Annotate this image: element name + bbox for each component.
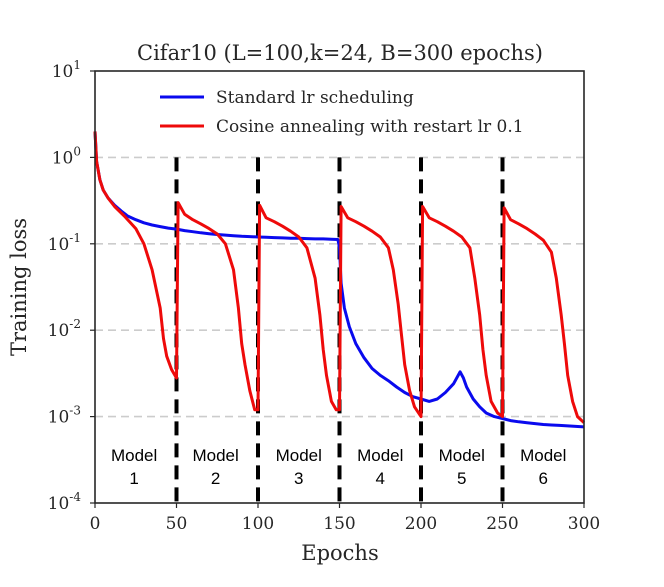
model-label-number: 4: [376, 469, 385, 488]
y-tick-label: 10-2: [48, 317, 81, 341]
y-tick-label: 100: [52, 144, 81, 168]
x-tick-label: 300: [568, 514, 600, 534]
model-label-name: Model: [111, 446, 157, 465]
model-label-number: 5: [457, 469, 466, 488]
y-axis-label: Training loss: [7, 218, 31, 356]
model-label-number: 3: [294, 469, 303, 488]
model-label-name: Model: [439, 446, 485, 465]
y-tick-label: 101: [52, 58, 81, 82]
series-lines: [93, 131, 586, 429]
x-axis-label: Epochs: [301, 541, 378, 565]
model-label-name: Model: [357, 446, 403, 465]
x-tick-label: 100: [242, 514, 274, 534]
x-tick-label: 0: [90, 514, 101, 534]
x-tick-label: 50: [166, 514, 188, 534]
model-label-number: 6: [539, 469, 548, 488]
series-line-cosine: [93, 131, 586, 424]
model-label-number: 1: [129, 469, 138, 488]
legend-label-standard: Standard lr scheduling: [216, 88, 414, 108]
legend-label-cosine: Cosine annealing with restart lr 0.1: [216, 117, 524, 137]
x-tick-label: 250: [486, 514, 518, 534]
y-tick-label: 10-3: [48, 404, 81, 428]
model-labels: Model 1 Model 2 Model 3 Model 4 Model 5 Model 6: [111, 446, 566, 488]
y-tick-label: 10-1: [48, 231, 81, 255]
x-tick-label: 200: [405, 514, 437, 534]
chart-title: Cifar10 (L=100,k=24, B=300 epochs): [137, 41, 543, 65]
x-axis-ticks: 0 50 100 150 200 250 300: [90, 503, 600, 534]
model-label-name: Model: [192, 446, 238, 465]
y-tick-label: 10-4: [48, 490, 82, 514]
legend: Standard lr scheduling Cosine annealing …: [160, 88, 524, 137]
model-label-name: Model: [276, 446, 322, 465]
x-tick-label: 150: [323, 514, 355, 534]
model-label-name: Model: [520, 446, 566, 465]
y-axis-ticks: 101 100 10-1 10-2 10-3 10-4: [48, 58, 95, 514]
model-label-number: 2: [211, 469, 220, 488]
